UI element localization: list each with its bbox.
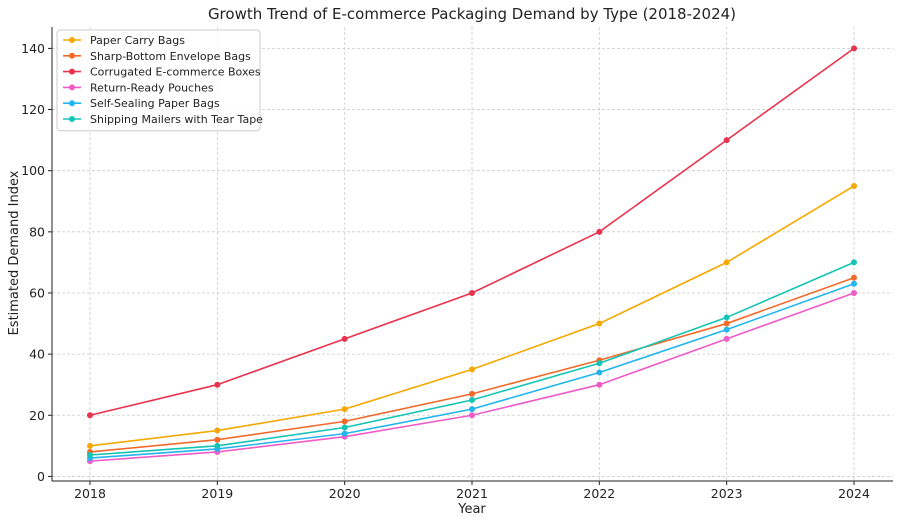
y-tick-label: 100 xyxy=(21,163,45,178)
data-point xyxy=(596,228,603,235)
data-point xyxy=(851,182,857,189)
data-point xyxy=(341,406,348,413)
legend-item: Corrugated E-commerce Boxes xyxy=(63,66,261,79)
data-point xyxy=(87,412,93,419)
data-point xyxy=(723,259,730,266)
y-tick-label: 40 xyxy=(29,347,45,362)
x-tick-label: 2020 xyxy=(329,486,361,501)
series-paper-carry-bags xyxy=(87,182,857,449)
data-point xyxy=(596,360,603,367)
data-point xyxy=(469,412,475,419)
data-point xyxy=(851,289,857,296)
series-corrugated-e-commerce-boxes xyxy=(87,45,857,419)
legend-label: Shipping Mailers with Tear Tape xyxy=(90,113,263,126)
data-point xyxy=(723,326,730,333)
data-point xyxy=(469,396,475,403)
data-point xyxy=(469,289,475,296)
legend-swatch-marker xyxy=(69,100,75,107)
x-tick-label: 2018 xyxy=(74,486,106,501)
data-point xyxy=(341,424,348,431)
legend-label: Paper Carry Bags xyxy=(90,34,185,47)
legend: Paper Carry Bags Sharp-Bottom Envelope Ba… xyxy=(56,29,263,132)
y-tick-label: 60 xyxy=(29,285,45,300)
legend-item: Sharp-Bottom Envelope Bags xyxy=(63,50,251,63)
data-point xyxy=(341,335,348,342)
data-point xyxy=(723,320,730,327)
x-axis-title: Year xyxy=(457,502,486,517)
y-axis-title: Estimated Demand Index xyxy=(7,170,22,335)
x-tick-label: 2024 xyxy=(838,486,870,501)
legend-label: Sharp-Bottom Envelope Bags xyxy=(90,50,251,63)
legend-item: Return-Ready Pouches xyxy=(63,81,214,94)
data-point xyxy=(341,418,348,425)
legend-label: Corrugated E-commerce Boxes xyxy=(90,66,261,79)
axes: 2018 2019 2020 2021 2022 2023 2024 0 20 40 60 80 100… xyxy=(21,27,893,501)
x-tick-label: 2021 xyxy=(456,486,488,501)
data-point xyxy=(341,430,348,437)
data-point xyxy=(851,259,857,266)
legend-label: Return-Ready Pouches xyxy=(90,81,214,94)
series-self-sealing-paper-bags xyxy=(87,280,857,462)
legend-label: Self-Sealing Paper Bags xyxy=(90,97,220,110)
x-tick-label: 2019 xyxy=(201,486,233,501)
y-tick-label: 20 xyxy=(29,408,45,423)
data-point xyxy=(723,137,730,144)
y-tick-label: 0 xyxy=(37,469,45,484)
legend-item: Paper Carry Bags xyxy=(63,34,185,47)
grid-lines xyxy=(52,27,893,481)
legend-swatch-marker xyxy=(69,116,75,122)
data-point xyxy=(851,274,857,281)
data-point xyxy=(851,280,857,287)
legend-item: Shipping Mailers with Tear Tape xyxy=(63,113,263,126)
data-point xyxy=(596,320,603,327)
data-point xyxy=(596,381,603,388)
data-point xyxy=(214,427,221,434)
chart-title: Growth Trend of E-commerce Packaging Dem… xyxy=(208,5,736,23)
data-point xyxy=(851,45,857,52)
data-point xyxy=(723,314,730,321)
series-shipping-mailers-with-tear-tape xyxy=(87,259,857,459)
data-point xyxy=(214,381,221,388)
legend-swatch-marker xyxy=(69,68,75,75)
legend-swatch-marker xyxy=(69,52,75,59)
data-point xyxy=(87,442,93,449)
data-point xyxy=(87,452,93,459)
x-tick-label: 2022 xyxy=(583,486,615,501)
legend-swatch-marker xyxy=(69,37,75,43)
legend-item: Self-Sealing Paper Bags xyxy=(63,97,220,110)
data-point xyxy=(469,366,475,373)
data-point xyxy=(469,406,475,413)
series-group xyxy=(87,45,857,465)
y-tick-label: 80 xyxy=(29,224,45,239)
data-point xyxy=(596,369,603,376)
data-point xyxy=(214,442,221,449)
legend-box xyxy=(56,29,261,132)
data-point xyxy=(723,335,730,342)
data-point xyxy=(469,390,475,397)
y-tick-label: 140 xyxy=(21,41,45,56)
data-point xyxy=(214,436,221,443)
legend-swatch-marker xyxy=(69,84,75,91)
y-tick-label: 120 xyxy=(21,102,45,117)
x-tick-label: 2023 xyxy=(711,486,743,501)
